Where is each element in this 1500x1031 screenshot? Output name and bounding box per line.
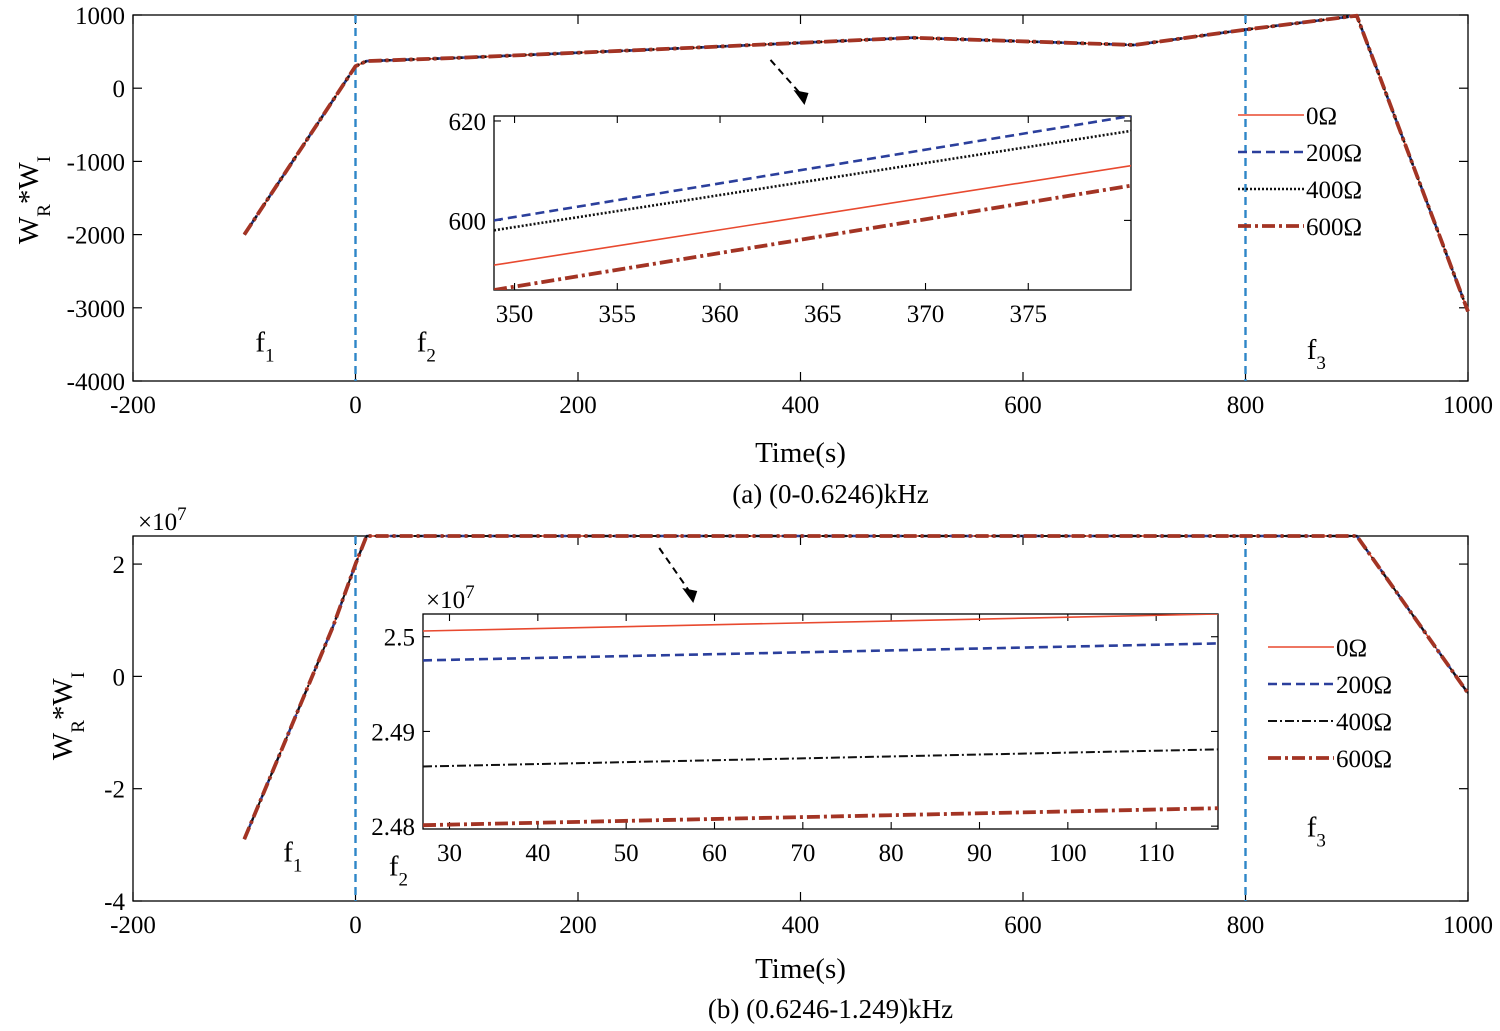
x-axis-label: Time(s) bbox=[755, 953, 846, 985]
legend-label: 200Ω bbox=[1306, 140, 1362, 167]
inset-x-tick-label: 355 bbox=[599, 301, 637, 328]
panel-caption: (a) (0-0.6246)kHz bbox=[732, 479, 928, 509]
inset-x-tick-label: 370 bbox=[907, 301, 945, 328]
y-exponent-label: ×107 bbox=[138, 504, 187, 536]
y-tick-label: -3000 bbox=[67, 296, 125, 323]
region-label-f2: f2 bbox=[417, 327, 436, 367]
x-tick-label: 200 bbox=[559, 392, 597, 419]
inset-x-tick-label: 350 bbox=[496, 301, 534, 328]
y-tick-label: 0 bbox=[113, 664, 126, 691]
x-tick-label: 1000 bbox=[1443, 912, 1493, 939]
x-tick-label: 200 bbox=[559, 912, 597, 939]
inset-y-tick-label: 620 bbox=[449, 109, 487, 136]
region-label-f1: f1 bbox=[283, 837, 302, 877]
zoom-pointer-arrowhead-icon bbox=[682, 588, 698, 603]
x-tick-label: 0 bbox=[349, 392, 362, 419]
x-tick-label: 600 bbox=[1004, 912, 1042, 939]
legend-label: 600Ω bbox=[1336, 746, 1392, 773]
series-line-600-ohm bbox=[242, 534, 1470, 840]
x-tick-label: 800 bbox=[1227, 392, 1265, 419]
y-tick-label: 2 bbox=[113, 552, 126, 579]
y-axis-label: WR*WI bbox=[13, 156, 55, 244]
inset-axes-box bbox=[422, 613, 1219, 830]
inset-exponent-label: ×107 bbox=[426, 582, 475, 614]
x-axis-label: Time(s) bbox=[755, 437, 846, 469]
legend-label: 0Ω bbox=[1336, 635, 1367, 662]
inset-x-tick-label: 90 bbox=[967, 840, 992, 867]
y-tick-label: -1000 bbox=[67, 149, 125, 176]
series-group bbox=[242, 534, 1470, 840]
region-label-f3: f3 bbox=[1307, 334, 1326, 374]
x-tick-label: 400 bbox=[782, 392, 820, 419]
y-tick-label: 0 bbox=[113, 76, 126, 103]
region-label-f2: f2 bbox=[389, 851, 408, 891]
series-group bbox=[242, 13, 1470, 313]
y-tick-label: -4000 bbox=[67, 369, 125, 396]
chart-panel-a: -200 0 200 400 600 800 1000-4000-3000-2000-100… bbox=[13, 3, 1493, 509]
inset-x-tick-label: 360 bbox=[701, 301, 739, 328]
y-tick-label: 1000 bbox=[75, 3, 125, 30]
inset-x-tick-label: 365 bbox=[804, 301, 842, 328]
inset-x-tick-label: 80 bbox=[879, 840, 904, 867]
x-tick-label: -200 bbox=[110, 392, 156, 419]
inset-zoom: 30 40 50 60 70 80 90 100 110 2.48 2.49 2.5 ×107 bbox=[371, 582, 1219, 867]
inset-series-line-400-ohm bbox=[423, 748, 1218, 768]
inset-y-tick-label: 2.5 bbox=[384, 625, 415, 652]
x-tick-label: 600 bbox=[1004, 392, 1042, 419]
inset-x-tick-label: 375 bbox=[1010, 301, 1048, 328]
legend-label: 400Ω bbox=[1306, 177, 1362, 204]
legend-label: 400Ω bbox=[1336, 709, 1392, 736]
inset-y-tick-label: 2.48 bbox=[371, 814, 415, 841]
y-axis-label: WR*WI bbox=[47, 672, 89, 760]
inset-zoom: 350 355 360 365 370 375 600 620 bbox=[449, 109, 1132, 328]
x-tick-label: 1000 bbox=[1443, 392, 1493, 419]
y-tick-label: -2000 bbox=[67, 223, 125, 250]
inset-series-line-200-ohm bbox=[494, 116, 1131, 222]
legend: 0Ω 200Ω 400Ω 600Ω bbox=[1238, 103, 1362, 241]
chart-panel-b: -200 0 200 400 600 800 1000 -4 -2 0 2 ×107 f1 f2 f3 30 4… bbox=[47, 504, 1493, 1024]
inset-x-tick-label: 30 bbox=[437, 840, 462, 867]
inset-y-tick-label: 2.49 bbox=[371, 719, 415, 746]
inset-y-tick-label: 600 bbox=[449, 208, 487, 235]
legend-label: 0Ω bbox=[1306, 103, 1337, 130]
y-tick-label: -4 bbox=[104, 889, 125, 916]
inset-series-line-0-ohm bbox=[423, 614, 1218, 632]
region-label-f1: f1 bbox=[255, 327, 274, 367]
x-tick-label: 0 bbox=[349, 912, 362, 939]
series-line-600-ohm bbox=[242, 13, 1470, 313]
inset-axes-box bbox=[493, 115, 1132, 291]
y-tick-label: -2 bbox=[104, 777, 125, 804]
inset-x-tick-label: 50 bbox=[614, 840, 639, 867]
x-tick-label: 400 bbox=[782, 912, 820, 939]
inset-x-tick-label: 60 bbox=[702, 840, 727, 867]
inset-series-line-600-ohm bbox=[494, 183, 1131, 290]
inset-series-line-0-ohm bbox=[494, 164, 1131, 266]
inset-x-tick-label: 100 bbox=[1049, 840, 1087, 867]
legend-label: 600Ω bbox=[1306, 214, 1362, 241]
legend-label: 200Ω bbox=[1336, 672, 1392, 699]
x-tick-label: 800 bbox=[1227, 912, 1265, 939]
zoom-pointer-line bbox=[769, 59, 804, 97]
legend: 0Ω 200Ω 400Ω 600Ω bbox=[1268, 635, 1392, 773]
inset-series-line-600-ohm bbox=[423, 806, 1218, 828]
inset-series-line-200-ohm bbox=[423, 642, 1218, 662]
x-tick-label: -200 bbox=[110, 912, 156, 939]
inset-x-tick-label: 70 bbox=[790, 840, 815, 867]
zoom-pointer-line bbox=[658, 547, 693, 595]
inset-x-tick-label: 110 bbox=[1138, 840, 1175, 867]
zoom-pointer-arrowhead-icon bbox=[793, 90, 809, 105]
panel-caption: (b) (0.6246-1.249)kHz bbox=[708, 994, 953, 1024]
inset-x-tick-label: 40 bbox=[525, 840, 550, 867]
region-label-f3: f3 bbox=[1307, 811, 1326, 851]
inset-series-line-400-ohm bbox=[494, 129, 1131, 232]
inset-series-group bbox=[494, 116, 1131, 290]
inset-series-group bbox=[423, 614, 1218, 828]
